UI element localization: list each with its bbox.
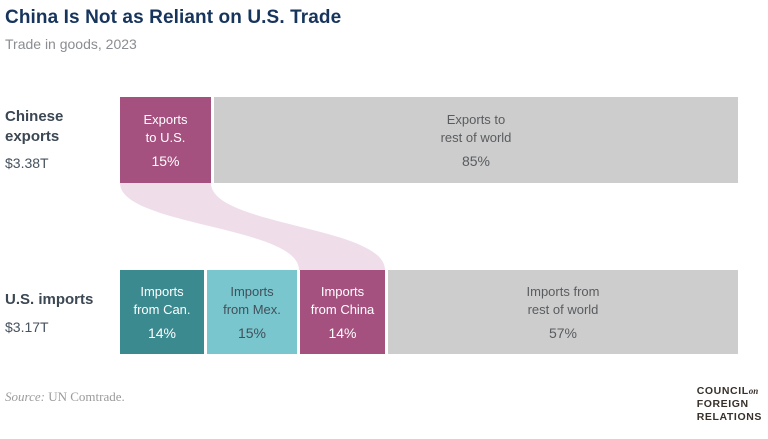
row-total-value: $3.38T: [5, 155, 49, 171]
segment-label: Exports: [143, 112, 188, 128]
segment-label: Exports to: [446, 112, 506, 128]
row-label-us-imports: U.S. imports $3.17T: [5, 290, 110, 335]
segment-label: rest of world: [527, 301, 599, 317]
segment-imports-from-china: Imports from China 14%: [300, 270, 385, 354]
segment-imports-rest-of-world: Imports from rest of world 57%: [388, 270, 738, 354]
segment-value: 15%: [151, 152, 180, 169]
row-total-value: $3.17T: [5, 318, 49, 335]
source-label: Source:: [5, 389, 45, 404]
row-label-name: U.S. imports: [5, 291, 94, 308]
trade-sankey-chart: Exports to U.S. 15% Exports to rest of w…: [120, 0, 738, 439]
page-subtitle: Trade in goods, 2023: [5, 36, 137, 52]
segment-label: rest of world: [440, 129, 512, 145]
segment-label: from China: [310, 301, 375, 317]
segment-exports-to-us: Exports to U.S. 15%: [120, 97, 211, 183]
segment-value: 57%: [548, 324, 578, 341]
logo-line-1: COUNCILon: [697, 385, 762, 398]
segment-imports-from-mexico: Imports from Mex. 15%: [207, 270, 297, 354]
segment-imports-from-canada: Imports from Can. 14%: [120, 270, 204, 354]
segment-label: Imports from: [526, 284, 600, 300]
logo-council-text: COUNCIL: [696, 385, 749, 397]
segment-label: Imports: [140, 284, 184, 300]
logo-line-3: RELATIONS: [696, 411, 762, 423]
flow-ribbon-china-to-us: [120, 183, 385, 270]
page-title: China Is Not as Reliant on U.S. Trade: [5, 7, 342, 28]
row-label-chinese-exports: Chinese exports $3.38T: [5, 107, 110, 171]
segment-label: Imports: [230, 284, 274, 300]
segment-value: 14%: [147, 324, 177, 341]
logo-line-2: FOREIGN: [696, 398, 749, 410]
source-text: UN Comtrade.: [44, 389, 125, 404]
segment-label: Imports: [320, 284, 365, 300]
segment-value: 15%: [237, 324, 267, 341]
segment-label: to U.S.: [145, 129, 186, 145]
cfr-logo: COUNCILon FOREIGN RELATIONS: [697, 385, 762, 424]
row-label-name: Chinese exports: [5, 108, 64, 145]
segment-exports-rest-of-world: Exports to rest of world 85%: [214, 97, 738, 183]
logo-on-text: on: [748, 386, 759, 396]
segment-label: from Can.: [133, 301, 191, 317]
segment-value: 14%: [328, 324, 357, 341]
segment-label: from Mex.: [223, 301, 281, 317]
segment-value: 85%: [461, 152, 491, 169]
source-note: Source: UN Comtrade.: [5, 389, 125, 405]
